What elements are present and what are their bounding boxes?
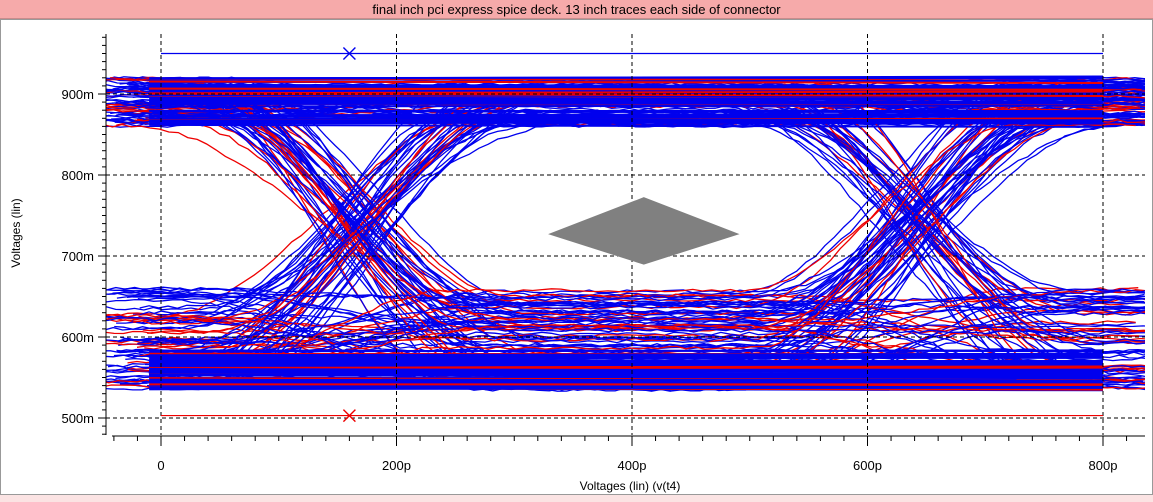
eye-trace	[118, 122, 1145, 348]
eye-trace	[128, 81, 1145, 335]
x-tick-label: 400p	[618, 458, 647, 473]
low-level-trace	[149, 359, 1104, 364]
low-level-trace	[149, 361, 1104, 367]
high-level-trace	[149, 123, 1104, 128]
x-tick-label: 0	[157, 458, 164, 473]
low-level-trace	[149, 374, 1104, 379]
y-tick-label: 600m	[61, 330, 94, 345]
high-level-trace	[149, 104, 1104, 108]
high-level-trace	[149, 120, 1104, 125]
chart-title: final inch pci express spice deck. 13 in…	[0, 0, 1153, 19]
high-level-trace	[149, 114, 1104, 118]
y-tick-label: 800m	[61, 168, 94, 183]
low-level-trace	[149, 368, 1104, 372]
x-tick-label: 600p	[853, 458, 882, 473]
x-axis-ticks: 0 200p 400p 600p 800p	[113, 436, 1128, 473]
high-level-trace	[149, 119, 1104, 122]
status-strip	[0, 495, 1153, 502]
x-axis-title: Voltages (lin) (v(t4)	[580, 479, 681, 493]
high-level-trace	[149, 80, 1104, 84]
eye-trace	[111, 96, 1145, 321]
eye-trace	[117, 114, 1145, 343]
low-level-trace	[149, 379, 1104, 383]
low-level-trace	[149, 349, 1104, 353]
high-level-trace	[149, 92, 1104, 98]
eye-trace	[106, 318, 1144, 333]
eye-traces	[106, 75, 1145, 392]
overlays	[161, 47, 1103, 423]
high-level-trace	[149, 84, 1104, 89]
x-tick-label: 200p	[382, 458, 411, 473]
upper-marker[interactable]	[342, 47, 356, 60]
high-level-trace	[149, 100, 1104, 105]
y-tick-label: 900m	[61, 87, 94, 102]
eye-trace	[118, 101, 1145, 305]
low-level-trace	[149, 386, 1104, 391]
y-axis-title: Voltages (lin)	[9, 198, 23, 267]
y-tick-label: 500m	[61, 411, 94, 426]
lower-marker[interactable]	[342, 409, 356, 423]
axes	[105, 34, 1145, 437]
eye-trace	[106, 123, 1140, 339]
low-level-trace	[149, 372, 1104, 376]
eye-mask	[548, 197, 740, 265]
high-level-trace	[149, 98, 1104, 102]
x-tick-label: 800p	[1089, 458, 1118, 473]
y-axis-ticks: 500m 600m 700m 800m 900m	[61, 36, 106, 435]
low-level-trace	[149, 353, 1104, 358]
high-level-trace	[149, 110, 1104, 114]
high-level-trace	[149, 76, 1104, 80]
high-level-trace	[149, 87, 1104, 91]
y-tick-label: 700m	[61, 249, 94, 264]
eye-trace	[106, 114, 1142, 326]
eye-trace	[123, 86, 1145, 342]
high-level-trace	[149, 115, 1104, 120]
